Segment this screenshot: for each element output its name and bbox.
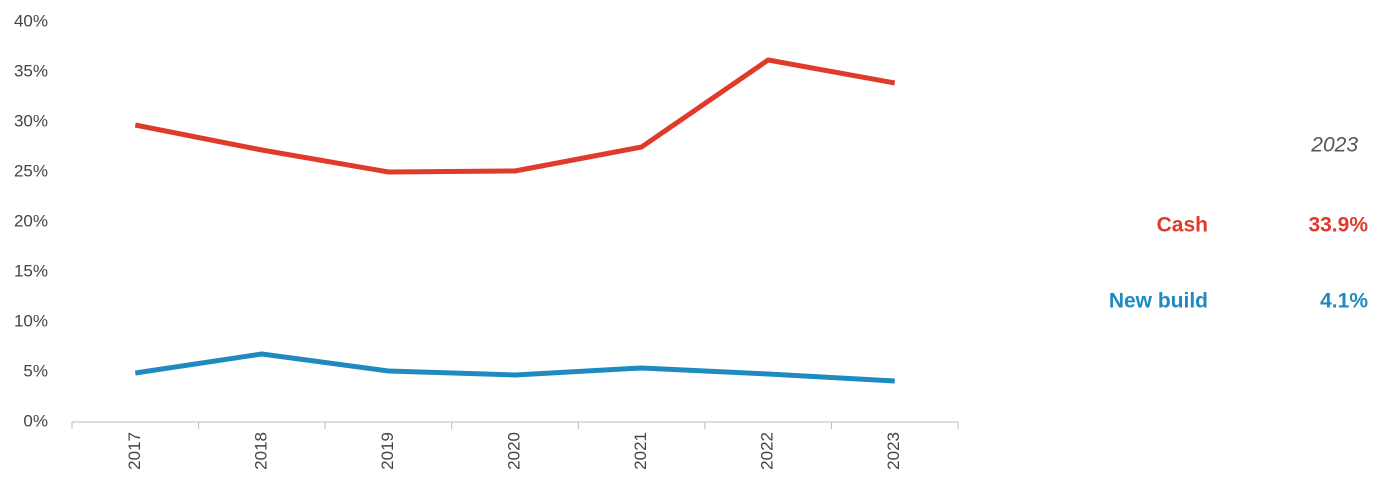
y-tick-label: 30%	[14, 111, 48, 130]
x-tick-label: 2020	[504, 432, 523, 470]
legend-title: 2023	[1310, 134, 1358, 157]
x-tick-label: 2018	[251, 432, 270, 470]
legend-label: Cash	[1157, 214, 1208, 237]
legend-value: 33.9%	[1308, 214, 1368, 237]
x-tick-label: 2023	[884, 432, 903, 470]
x-tick-label: 2022	[758, 432, 777, 470]
series-line	[134, 57, 896, 175]
x-tick-label: 2019	[378, 432, 397, 470]
y-tick-label: 15%	[14, 261, 48, 280]
legend-label: New build	[1109, 290, 1208, 313]
legend-value: 4.1%	[1320, 290, 1368, 313]
y-tick-label: 5%	[23, 361, 48, 380]
y-tick-label: 20%	[14, 211, 48, 230]
series-line	[134, 351, 895, 384]
x-tick-label: 2021	[631, 432, 650, 470]
y-tick-label: 25%	[14, 161, 48, 180]
y-tick-label: 0%	[23, 411, 48, 430]
y-tick-label: 35%	[14, 61, 48, 80]
x-tick-label: 2017	[125, 432, 144, 470]
y-tick-label: 10%	[14, 311, 48, 330]
y-tick-label: 40%	[14, 11, 48, 30]
